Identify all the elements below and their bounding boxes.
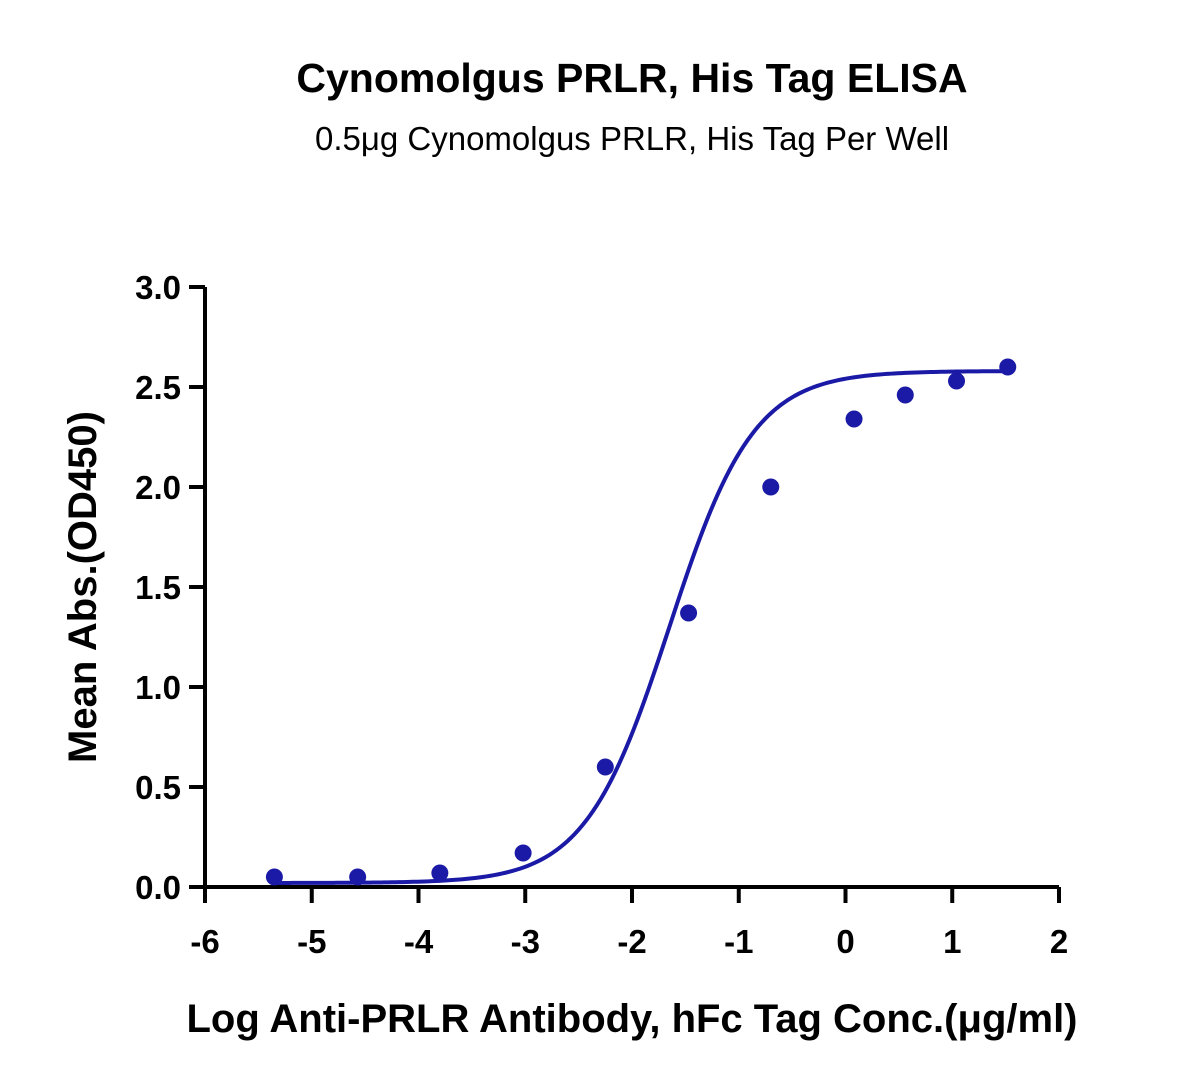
data-point (514, 844, 532, 862)
data-point (948, 372, 966, 390)
data-point (431, 864, 449, 882)
y-axis-title: Mean Abs.(OD450) (61, 411, 105, 763)
chart-title: Cynomolgus PRLR, His Tag ELISA (296, 55, 967, 101)
data-point (349, 868, 367, 886)
data-points (265, 358, 1017, 886)
data-point (999, 358, 1017, 376)
fit-curve (274, 369, 1008, 885)
x-tick-label: 0 (836, 923, 854, 960)
y-ticks: 0.0 0.5 1.0 1.5 2.0 2.5 3.0 (135, 269, 205, 906)
data-point (845, 410, 863, 428)
y-tick-label: 1.5 (135, 569, 181, 606)
data-point (596, 758, 614, 776)
x-tick-label: -5 (297, 923, 326, 960)
chart-subtitle: 0.5μg Cynomolgus PRLR, His Tag Per Well (315, 120, 949, 157)
x-tick-label: 2 (1050, 923, 1068, 960)
data-point (762, 478, 780, 496)
x-tick-label: -4 (404, 923, 434, 960)
x-ticks: -6 -5 -4 -3 -2 -1 0 1 2 (190, 887, 1068, 960)
y-tick-label: 1.0 (135, 669, 181, 706)
y-tick-label: 0.0 (135, 869, 181, 906)
x-tick-label: -3 (511, 923, 540, 960)
x-tick-label: -6 (190, 923, 219, 960)
data-point (680, 604, 698, 622)
data-point (265, 868, 283, 886)
y-tick-label: 0.5 (135, 769, 181, 806)
x-axis-title: Log Anti-PRLR Antibody, hFc Tag Conc.(μg… (186, 997, 1077, 1041)
x-tick-label: 1 (943, 923, 961, 960)
y-tick-label: 2.5 (135, 369, 181, 406)
data-point (896, 386, 914, 404)
x-tick-label: -2 (617, 923, 646, 960)
plot-area: 0.0 0.5 1.0 1.5 2.0 2.5 3.0 -6 -5 -4 -3 -2 -1 0 1 2 (135, 269, 1068, 960)
y-tick-label: 2.0 (135, 469, 181, 506)
y-tick-label: 3.0 (135, 269, 181, 306)
x-tick-label: -1 (724, 923, 753, 960)
